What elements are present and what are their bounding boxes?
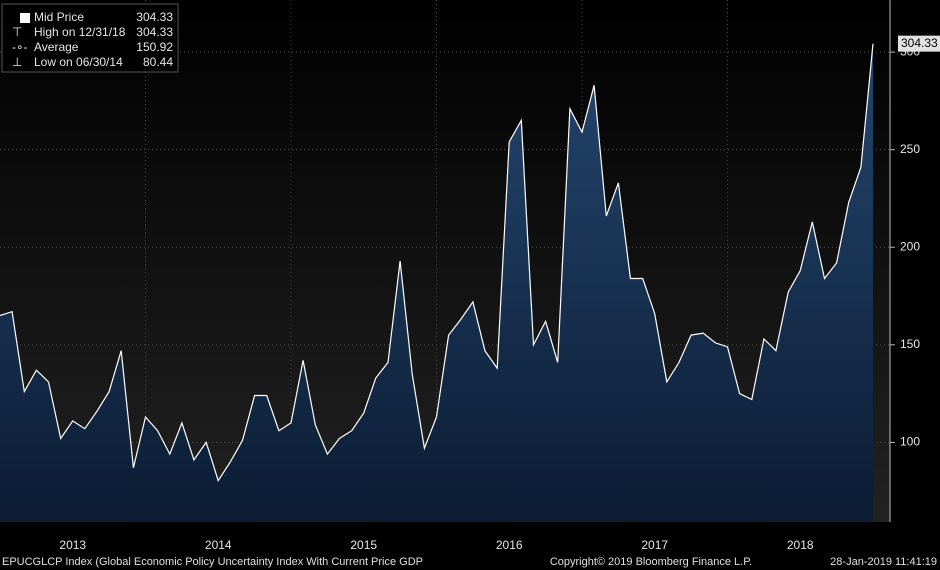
- legend-value: 150.92: [136, 40, 173, 54]
- legend-value: 304.33: [136, 25, 173, 39]
- last-value-label: 304.33: [901, 36, 938, 50]
- footer-timestamp: 28-Jan-2019 11:41:19: [830, 556, 937, 568]
- line: [0, 43, 874, 482]
- x-tick-label: 2016: [496, 538, 523, 552]
- footer-copyright: Copyright© 2019 Bloomberg Finance L.P.: [550, 556, 752, 568]
- footer-ticker: EPUCGLCP Index (Global Economic Policy U…: [2, 556, 423, 568]
- legend-value: 80.44: [143, 55, 173, 69]
- x-tick-label: 2014: [205, 538, 232, 552]
- legend-swatch: [20, 13, 30, 23]
- y-tick-label: 100: [900, 435, 920, 449]
- legend-icon: -∘-: [12, 40, 28, 54]
- axes: 1001502002503002013201420152016201720183…: [59, 0, 940, 552]
- x-axis-strip: [0, 522, 940, 555]
- legend-label: Average: [34, 40, 79, 54]
- y-tick-label: 200: [900, 239, 920, 253]
- x-tick-label: 2013: [59, 538, 86, 552]
- legend-label: High on 12/31/18: [34, 25, 126, 39]
- area: [0, 43, 873, 522]
- legend: ⊤ -∘- ⊥ Mid Price 304.33 High on 12/31/1…: [1, 3, 179, 73]
- last-value-tag: [898, 35, 940, 52]
- legend-icon: ⊤: [12, 25, 22, 39]
- legend-icon: ⊥: [12, 55, 22, 69]
- legend-value: 304.33: [136, 10, 173, 24]
- legend-box: [1, 3, 179, 73]
- y-tick-label: 250: [900, 142, 920, 156]
- plot: [0, 43, 874, 522]
- x-tick-label: 2015: [350, 538, 377, 552]
- x-tick-label: 2017: [641, 538, 668, 552]
- legend-label: Low on 06/30/14: [34, 55, 123, 69]
- x-tick-label: 2018: [787, 538, 814, 552]
- y-tick-label: 150: [900, 337, 920, 351]
- legend-label: Mid Price: [34, 10, 84, 24]
